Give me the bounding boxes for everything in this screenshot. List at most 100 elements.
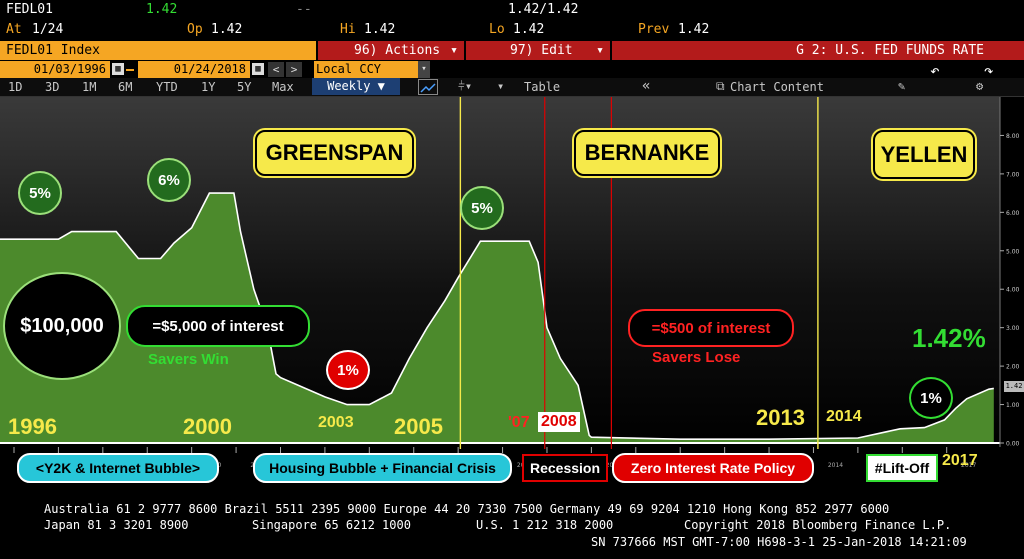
prev-label: Prev: [638, 22, 670, 37]
end-calendar-icon[interactable]: ▦: [252, 63, 264, 75]
year-label-2008: 2008: [538, 412, 580, 432]
greenspan-label: GREENSPAN: [255, 130, 414, 176]
footer-session: SN 737666 MST GMT-7:00 H698-3-1 25-Jan-2…: [591, 535, 967, 549]
start-calendar-icon[interactable]: ▦: [112, 63, 124, 75]
event-zirp: Zero Interest Rate Policy: [612, 453, 814, 483]
redo-icon[interactable]: ↷: [984, 61, 994, 80]
interest-low-box: =$500 of interest: [628, 309, 794, 347]
actions-label: 96) Actions: [354, 43, 441, 58]
period-3d[interactable]: 3D: [45, 80, 60, 94]
y-axis: 0.00 1.00 2.00 3.00 4.00 5.00 6.00 7.00 8.00: [999, 97, 1020, 448]
chart-content-icon: ⧉: [716, 79, 725, 93]
year-label-2017: 2017: [942, 452, 978, 469]
high-value: 1.42: [364, 22, 396, 37]
collapse-button[interactable]: «: [642, 78, 651, 94]
period-1m[interactable]: 1M: [82, 80, 97, 94]
savers-win-label: Savers Win: [148, 351, 229, 368]
current-rate-label: 1.42%: [912, 323, 986, 353]
rate-line: [0, 192, 994, 441]
y-tick-label: 7.00: [1006, 171, 1020, 178]
currency-label: Local CCY: [316, 62, 382, 76]
low-value: 1.42: [513, 22, 545, 37]
rate-bubble-2000: 6%: [147, 158, 191, 202]
savers-lose-label: Savers Lose: [652, 349, 741, 366]
period-5y[interactable]: 5Y: [237, 80, 252, 94]
y-tick-label: 8.00: [1006, 133, 1020, 140]
quote-row-1: FEDL01 1.42 -- 1.42/1.42: [0, 0, 1024, 20]
rate-bubble-1996: 5%: [18, 171, 62, 215]
year-label-2003: 2003: [318, 414, 354, 431]
period-1d[interactable]: 1D: [8, 80, 23, 94]
y-tick-label: 4.00: [1006, 287, 1020, 294]
y-tick-label: 0.00: [1006, 441, 1020, 448]
year-label-2000: 2000: [183, 414, 232, 439]
frequency-select[interactable]: Weekly ▼: [312, 78, 400, 95]
year-label-2007: '07: [508, 414, 530, 431]
interest-high-box: =$5,000 of interest: [126, 305, 310, 347]
low-label: Lo: [489, 22, 505, 37]
footer-phones-1: Australia 61 2 9777 8600 Brazil 5511 239…: [44, 502, 890, 516]
open-value: 1.42: [211, 22, 243, 37]
at-value: 1/24: [32, 22, 64, 37]
year-label-1996: 1996: [8, 414, 57, 439]
chart-toolbar: 1D 3D 1M 6M YTD 1Y 5Y Max Weekly ▼ ⫩▾ ▾ …: [0, 78, 1024, 97]
compare-icon[interactable]: ▾: [497, 79, 505, 93]
table-button[interactable]: Table: [524, 80, 561, 94]
yellen-label: YELLEN: [873, 130, 975, 179]
footer-singapore: Singapore 65 6212 1000: [252, 518, 411, 532]
period-1y[interactable]: 1Y: [201, 80, 216, 94]
principal-circle: $100,000: [3, 272, 121, 380]
at-label: At: [6, 22, 22, 37]
open-label: Op: [187, 22, 203, 37]
rate-bubble-2016: 1%: [909, 377, 953, 419]
edit-dropdown-icon: ▾: [596, 43, 604, 58]
event-housing: Housing Bubble + Financial Crisis: [253, 453, 512, 483]
fed-funds-chart: 0.00 1.00 2.00 3.00 4.00 5.00 6.00 7.00 8.00 199…: [0, 97, 1020, 490]
prev-period-button[interactable]: <: [268, 62, 284, 77]
security-field[interactable]: FEDL01 Index: [0, 41, 316, 60]
period-ytd[interactable]: YTD: [156, 80, 178, 94]
year-label-2014: 2014: [826, 408, 862, 425]
undo-icon[interactable]: ↶: [930, 61, 940, 80]
last-value-tag: 1.42: [1004, 381, 1024, 392]
edit-chart-icon[interactable]: ✎: [898, 79, 906, 93]
footer-japan: Japan 81 3 3201 8900: [44, 518, 189, 532]
actions-menu[interactable]: 96) Actions ▾: [318, 41, 464, 60]
bernanke-label: BERNANKE: [574, 130, 720, 176]
date-bar: 01/03/1996 ▦ 01/24/2018 ▦ < > Local CCY ▾…: [0, 61, 1024, 80]
change: --: [296, 2, 312, 17]
end-date-field[interactable]: 01/24/2018: [138, 61, 250, 78]
footer-us: U.S. 1 212 318 2000: [476, 518, 614, 532]
footer-copyright: Copyright 2018 Bloomberg Finance L.P.: [684, 518, 952, 532]
settings-gear-icon[interactable]: ⚙: [976, 79, 984, 93]
prev-value: 1.42: [678, 22, 710, 37]
year-label-2005: 2005: [394, 414, 443, 439]
indicator-icon[interactable]: ⫩▾: [458, 79, 473, 93]
y-tick-label: 6.00: [1006, 210, 1020, 217]
rate-area: [0, 193, 994, 443]
date-range-dash: [126, 69, 134, 71]
ticker: FEDL01: [6, 2, 53, 17]
period-6m[interactable]: 6M: [118, 80, 133, 94]
bid-ask: 1.42/1.42: [508, 2, 579, 17]
rate-bubble-2003: 1%: [326, 350, 370, 390]
chart-title-bar: G 2: U.S. FED FUNDS RATE: [612, 41, 1024, 60]
start-date-field[interactable]: 01/03/1996: [0, 61, 110, 78]
y-tick-label: 3.00: [1006, 325, 1020, 332]
chart-content-button[interactable]: Chart Content: [730, 80, 824, 94]
x-tick-label: 2014: [828, 462, 843, 469]
event-recession: Recession: [522, 454, 608, 482]
rate-bubble-2006: 5%: [460, 186, 504, 230]
area-layer: [0, 192, 1000, 444]
next-period-button[interactable]: >: [286, 62, 302, 77]
edit-label: 97) Edit: [510, 43, 573, 58]
edit-menu[interactable]: 97) Edit ▾: [466, 41, 610, 60]
line-chart-icon[interactable]: [418, 79, 438, 95]
y-tick-label: 1.00: [1006, 402, 1020, 409]
high-label: Hi: [340, 22, 356, 37]
currency-select[interactable]: Local CCY ▾: [314, 61, 430, 78]
period-max[interactable]: Max: [272, 80, 294, 94]
y-tick-label: 5.00: [1006, 248, 1020, 255]
event-liftoff: #Lift-Off: [866, 454, 938, 482]
last-price: 1.42: [146, 2, 178, 17]
